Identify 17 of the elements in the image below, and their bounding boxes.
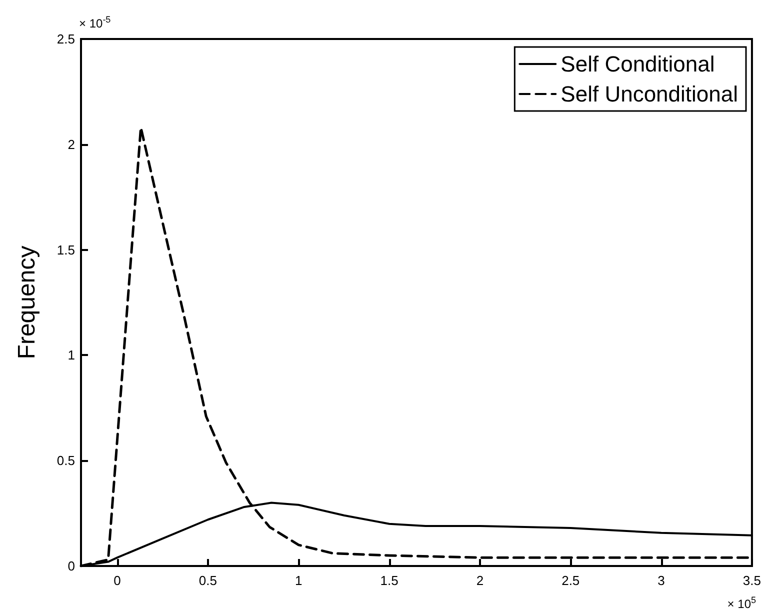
y-tick-label: 1.5 bbox=[56, 242, 75, 258]
legend-label: Self Unconditional bbox=[560, 82, 738, 106]
y-tick-label: 0 bbox=[68, 558, 75, 574]
x-tick-label: 2.5 bbox=[562, 573, 580, 588]
y-axis-title: Frequency bbox=[14, 246, 40, 360]
x-tick-label: 3 bbox=[658, 573, 665, 588]
legend-label: Self Conditional bbox=[560, 52, 715, 76]
x-tick-label: 1.5 bbox=[380, 573, 398, 588]
x-tick-label: 2 bbox=[476, 573, 484, 588]
x-tick-label: 1 bbox=[294, 573, 302, 588]
x-tick-label: 3.5 bbox=[742, 573, 762, 588]
y-tick-label: 2.5 bbox=[56, 32, 75, 46]
y-tick-label: 2 bbox=[68, 136, 75, 152]
y-tick-label: 1 bbox=[68, 348, 75, 363]
x-tick-label: 0 bbox=[114, 573, 121, 588]
x-tick-label: 0.5 bbox=[198, 573, 217, 588]
y-tick-label: 0.5 bbox=[56, 453, 75, 468]
